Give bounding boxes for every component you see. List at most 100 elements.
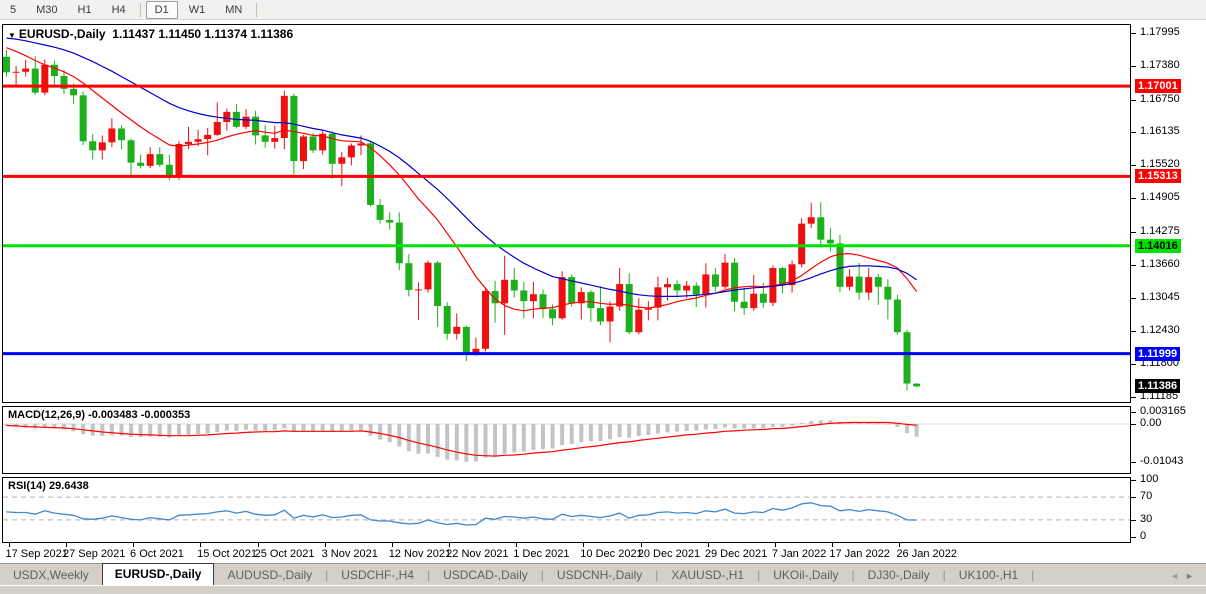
timeframe-button-D1[interactable]: D1 (145, 0, 178, 19)
date-axis-label: 17 Sep 2021 (5, 548, 68, 560)
date-axis-label: 1 Dec 2021 (513, 548, 570, 560)
symbol-dropdown-icon[interactable]: ▼ (8, 31, 16, 40)
status-strip (0, 585, 1206, 594)
date-tick-mark (449, 543, 451, 547)
rsi-canvas[interactable] (3, 478, 1130, 542)
date-tick-mark (133, 543, 135, 547)
tab-dj30-daily[interactable]: DJ30-,Daily (867, 568, 930, 582)
tab-usdcad-daily[interactable]: USDCAD-,Daily (443, 568, 528, 582)
axis-tick-mark (1131, 132, 1136, 134)
price-chart-pane[interactable] (2, 24, 1131, 403)
axis-tick-mark (1131, 65, 1136, 67)
axis-tick-mark (1131, 424, 1136, 425)
price-axis-label: 1.17995 (1140, 26, 1180, 38)
axis-tick-mark (1131, 519, 1136, 521)
tab-xauusd-h1[interactable]: XAUUSD-,H1 (671, 568, 745, 582)
date-tick-mark (832, 543, 834, 547)
chart-symbol-label: EURUSD-,Daily (18, 27, 106, 41)
tab-audusd-daily[interactable]: AUDUSD-,Daily (227, 568, 313, 582)
tab-ukoil-daily[interactable]: UKOil-,Daily (773, 568, 839, 582)
axis-tick-mark (1131, 165, 1136, 167)
tab-scroll-left-icon[interactable]: ◄ (1170, 571, 1186, 581)
axis-tick-mark (1131, 99, 1136, 101)
tab-scroll-right-icon[interactable]: ► (1185, 571, 1200, 581)
date-axis-label: 3 Nov 2021 (321, 548, 378, 560)
tab-separator: | (757, 568, 761, 582)
rsi-axis-label: 0 (1140, 530, 1147, 542)
price-axis-label: 1.12430 (1140, 323, 1180, 336)
price-axis-label: 1.16750 (1140, 92, 1180, 105)
timeframe-button-H4[interactable]: H4 (111, 3, 126, 16)
price-axis-label: 1.14905 (1140, 191, 1180, 204)
date-tick-mark (65, 543, 67, 547)
timeframe-toolbar: 5 M30 H1 H4 D1 W1 MN (0, 0, 1206, 20)
tab-separator: | (655, 568, 659, 582)
timeframe-button-MN[interactable]: MN (225, 3, 243, 16)
tab-separator: | (540, 568, 544, 582)
axis-tick-mark (1131, 297, 1136, 299)
tab-separator: | (942, 568, 946, 582)
price-line-badge: 1.11999 (1135, 346, 1181, 361)
timeframe-button-W1[interactable]: W1 (188, 3, 206, 16)
timeframe-button-5[interactable]: 5 (10, 3, 17, 16)
price-line-badge: 1.11386 (1135, 379, 1181, 394)
date-tick-mark (583, 543, 585, 547)
rsi-axis-label: 100 (1140, 473, 1159, 485)
tab-usdcnh-daily[interactable]: USDCNH-,Daily (556, 568, 643, 582)
tab-uk100-h1[interactable]: UK100-,H1 (958, 568, 1019, 582)
date-tick-mark (899, 543, 901, 547)
tab-eurusd-daily[interactable]: EURUSD-,Daily (101, 563, 215, 586)
date-axis-label: 7 Jan 2022 (771, 548, 827, 560)
price-axis-label: 1.13045 (1140, 290, 1180, 303)
price-axis-label: 1.14275 (1140, 224, 1180, 237)
date-axis-label: 25 Oct 2021 (254, 548, 315, 560)
date-tick-mark (516, 543, 518, 547)
axis-tick-mark (1131, 231, 1136, 233)
date-axis-label: 17 Jan 2022 (829, 548, 890, 560)
tab-separator: | (851, 568, 855, 582)
date-tick-mark (200, 543, 202, 547)
axis-tick-mark (1131, 480, 1136, 481)
tab-separator: | (325, 568, 329, 582)
chart-title: ▼ EURUSD-,Daily 1.11437 1.11450 1.11374 1… (8, 27, 293, 41)
tab-usdx-weekly[interactable]: USDX,Weekly (13, 568, 89, 582)
price-line-badge: 1.17001 (1135, 79, 1181, 94)
date-tick-mark (324, 543, 326, 547)
date-tick-mark (391, 543, 393, 547)
chart-tab-bar: USDX,Weekly EURUSD-,Daily AUDUSD-,Daily | US… (0, 563, 1206, 586)
macd-axis-label: 0.00 (1140, 417, 1162, 429)
rsi-axis-label: 30 (1140, 512, 1153, 525)
axis-tick-mark (1131, 412, 1136, 414)
timeframe-button-M30[interactable]: M30 (36, 3, 58, 16)
date-axis-label: 6 Oct 2021 (130, 548, 184, 560)
price-axis[interactable]: 1.17995 1.17380 1.16750 1.16135 1.15520 1.149… (1131, 24, 1206, 562)
date-tick-mark (640, 543, 642, 547)
date-tick-mark (774, 543, 776, 547)
date-tick-mark (257, 543, 259, 547)
axis-tick-mark (1131, 33, 1136, 34)
axis-tick-mark (1131, 198, 1136, 200)
rsi-indicator-pane[interactable] (2, 477, 1131, 543)
macd-indicator-pane[interactable] (2, 406, 1131, 474)
chart-ohlc-values: 1.11437 1.11450 1.11374 1.11386 (112, 27, 294, 41)
tab-usdchf-h4[interactable]: USDCHF-,H4 (341, 568, 414, 582)
axis-tick-mark (1131, 497, 1136, 499)
date-axis-label: 27 Sep 2021 (62, 548, 126, 560)
timeframe-button-H1[interactable]: H1 (77, 3, 92, 16)
axis-tick-mark (1131, 537, 1136, 538)
price-chart-canvas[interactable] (3, 25, 1130, 402)
macd-canvas[interactable] (3, 407, 1130, 473)
tab-separator: | (1031, 568, 1035, 582)
date-axis-label: 12 Nov 2021 (388, 548, 452, 560)
price-axis-label: 1.13660 (1140, 257, 1180, 270)
price-axis-label: 1.17380 (1140, 58, 1180, 71)
date-axis[interactable]: 17 Sep 2021 27 Sep 2021 6 Oct 2021 15 Oct 2… (2, 543, 1131, 563)
axis-tick-mark (1131, 461, 1136, 463)
date-axis-label: 26 Jan 2022 (896, 548, 957, 560)
date-axis-label: 15 Oct 2021 (197, 548, 258, 560)
date-axis-label: 20 Dec 2021 (637, 548, 701, 560)
macd-axis-label: -0.01043 (1140, 454, 1184, 467)
price-line-badge: 1.15313 (1135, 169, 1181, 184)
date-tick-mark (8, 543, 10, 547)
